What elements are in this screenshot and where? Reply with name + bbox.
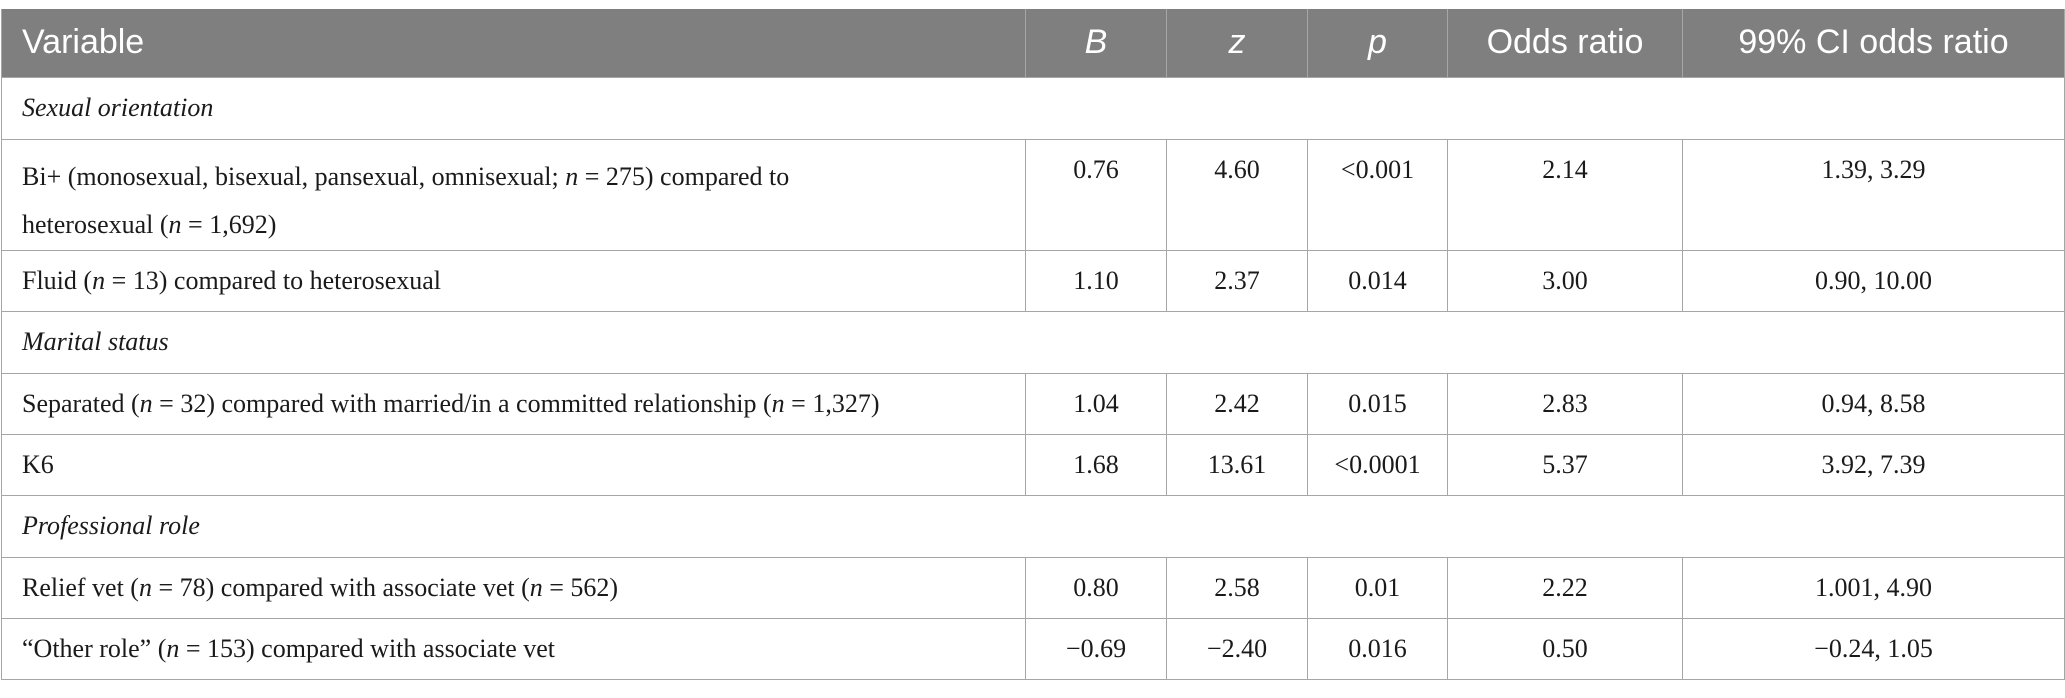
z-value: 13.61 (1166, 433, 1308, 496)
table-row: Bi+ (monosexual, bisexual, pansexual, om… (1, 138, 2065, 251)
odds-ratio-value: 3.00 (1447, 249, 1683, 312)
variable-cell: “Other role” (n = 153) compared with ass… (1, 617, 1026, 680)
odds-ratio-value: 0.50 (1447, 617, 1683, 680)
variable-text: “Other role” ( (22, 633, 167, 663)
header-z: z (1166, 9, 1308, 77)
odds-ratio-value: 2.14 (1542, 154, 1588, 184)
header-odds-ratio: Odds ratio (1447, 9, 1683, 77)
regression-table: Variable B z p Odds ratio 99% CI odds ra… (1, 9, 2065, 680)
ci-value: 0.90, 10.00 (1682, 249, 2065, 312)
header-b: B (1025, 9, 1167, 77)
n-symbol: n (771, 388, 785, 418)
p-cell: <0.001 (1307, 138, 1448, 251)
b-value: 1.68 (1025, 433, 1167, 496)
b-value: 1.04 (1025, 372, 1167, 435)
table-row: Fluid (n = 13) compared to heterosexual … (1, 249, 2065, 312)
p-value: 0.015 (1307, 372, 1448, 435)
b-value: −0.69 (1025, 617, 1167, 680)
section-row-professional-role: Professional role (1, 494, 2065, 558)
table-header-row: Variable B z p Odds ratio 99% CI odds ra… (1, 9, 2065, 77)
ci-value: 3.92, 7.39 (1682, 433, 2065, 496)
variable-text: = 13) compared to heterosexual (105, 265, 442, 295)
variable-cell: Bi+ (monosexual, bisexual, pansexual, om… (1, 138, 1026, 251)
header-ci: 99% CI odds ratio (1738, 23, 2009, 62)
section-label: Professional role (1, 494, 2065, 558)
variable-text: = 562) (542, 572, 619, 602)
variable-text: Separated ( (22, 388, 140, 418)
n-symbol: n (166, 633, 180, 663)
variable-cell: Fluid (n = 13) compared to heterosexual (1, 249, 1026, 312)
p-value: 0.01 (1307, 556, 1448, 619)
n-symbol: n (139, 388, 153, 418)
header-variable: Variable (1, 9, 1026, 77)
n-symbol: n (138, 572, 152, 602)
b-value: 0.80 (1025, 556, 1167, 619)
ci-value: 0.94, 8.58 (1682, 372, 2065, 435)
variable-text: = 153) compared with associate vet (179, 633, 556, 663)
variable-cell: K6 (1, 433, 1026, 496)
variable-text: = 32) compared with married/in a committ… (152, 388, 772, 418)
odds-ratio-value: 5.37 (1447, 433, 1683, 496)
ci-cell: 1.39, 3.29 (1682, 138, 2065, 251)
n-symbol: n (565, 161, 579, 191)
variable-text: = 78) compared with associate vet ( (151, 572, 530, 602)
regression-table-container: Variable B z p Odds ratio 99% CI odds ra… (0, 9, 2065, 680)
variable-text: = 1,692) (181, 209, 277, 239)
b-value: 1.10 (1025, 249, 1167, 312)
variable-text: Fluid ( (22, 265, 93, 295)
variable-text: K6 (22, 449, 54, 479)
section-label: Marital status (1, 310, 2065, 374)
ci-value: −0.24, 1.05 (1682, 617, 2065, 680)
variable-text: heterosexual ( (22, 209, 169, 239)
p-value: <0.0001 (1307, 433, 1448, 496)
n-symbol: n (168, 209, 182, 239)
variable-text: = 275) compared to (578, 161, 790, 191)
table-row: Separated (n = 32) compared with married… (1, 372, 2065, 435)
variable-text: Bi+ (monosexual, bisexual, pansexual, om… (22, 161, 566, 191)
table-row: “Other role” (n = 153) compared with ass… (1, 617, 2065, 680)
p-value: 0.016 (1307, 617, 1448, 680)
z-value: 2.58 (1166, 556, 1308, 619)
table-row: K6 1.68 13.61 <0.0001 5.37 3.92, 7.39 (1, 433, 2065, 496)
odds-ratio-cell: 2.14 (1447, 138, 1683, 251)
p-value: 0.014 (1307, 249, 1448, 312)
b-value: 0.76 (1073, 154, 1119, 184)
ci-value: 1.39, 3.29 (1821, 154, 1926, 184)
p-value: <0.001 (1340, 154, 1415, 184)
variable-cell: Separated (n = 32) compared with married… (1, 372, 1026, 435)
z-value: 2.42 (1166, 372, 1308, 435)
section-row-marital-status: Marital status (1, 310, 2065, 374)
n-symbol: n (529, 572, 543, 602)
z-value: 4.60 (1214, 154, 1260, 184)
z-cell: 4.60 (1166, 138, 1308, 251)
section-label: Sexual orientation (1, 76, 2065, 140)
table-row: Relief vet (n = 78) compared with associ… (1, 556, 2065, 619)
odds-ratio-value: 2.22 (1447, 556, 1683, 619)
variable-cell: Relief vet (n = 78) compared with associ… (1, 556, 1026, 619)
z-value: 2.37 (1166, 249, 1308, 312)
header-p: p (1307, 9, 1448, 77)
ci-value: 1.001, 4.90 (1682, 556, 2065, 619)
n-symbol: n (92, 265, 106, 295)
odds-ratio-value: 2.83 (1447, 372, 1683, 435)
b-cell: 0.76 (1025, 138, 1167, 251)
variable-text: = 1,327) (784, 388, 880, 418)
section-row-sexual-orientation: Sexual orientation (1, 76, 2065, 140)
z-value: −2.40 (1166, 617, 1308, 680)
variable-text: Relief vet ( (22, 572, 139, 602)
